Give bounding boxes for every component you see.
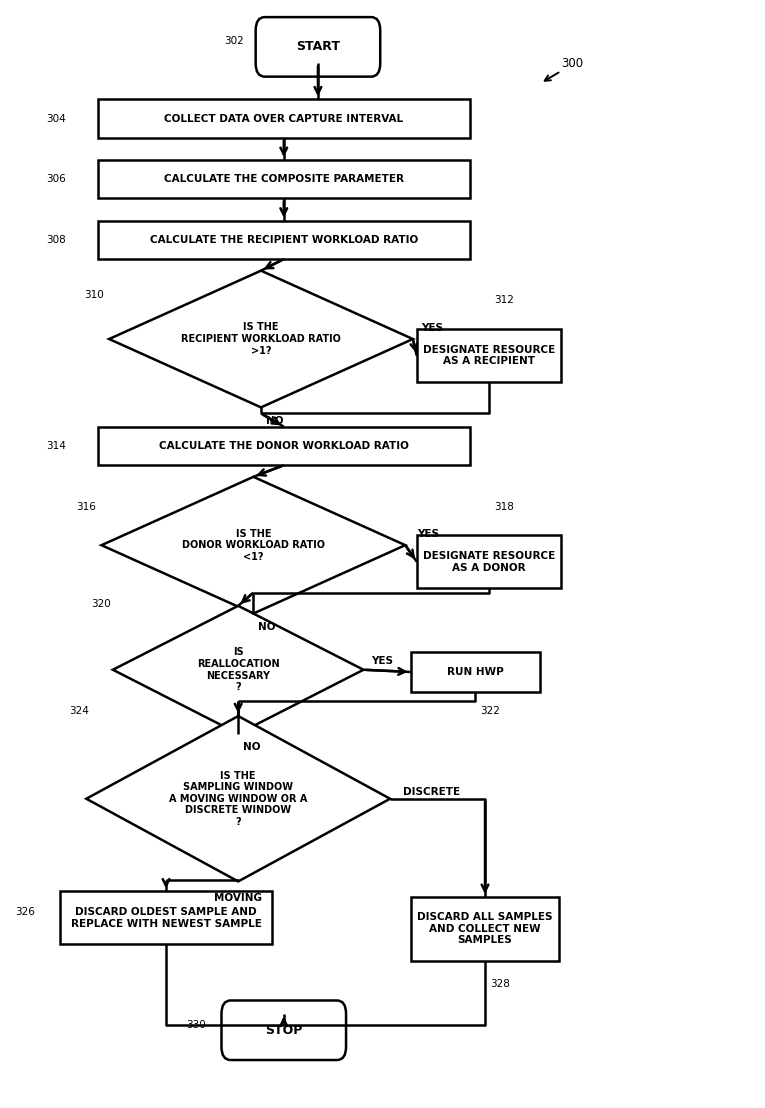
Text: 306: 306 (46, 174, 66, 184)
FancyBboxPatch shape (222, 1001, 346, 1060)
Text: 302: 302 (225, 37, 244, 47)
Text: STOP: STOP (265, 1024, 302, 1037)
Text: 316: 316 (76, 502, 96, 512)
Bar (98, 160, 470, 198)
Text: CALCULATE THE RECIPIENT WORKLOAD RATIO: CALCULATE THE RECIPIENT WORKLOAD RATIO (150, 235, 418, 245)
Text: NO: NO (266, 416, 283, 425)
Polygon shape (86, 716, 390, 882)
Text: YES: YES (417, 530, 439, 540)
Text: 300: 300 (562, 57, 584, 70)
Bar (60, 891, 272, 944)
Text: 326: 326 (15, 907, 35, 917)
Bar (411, 653, 539, 691)
Text: DISCARD OLDEST SAMPLE AND
REPLACE WITH NEWEST SAMPLE: DISCARD OLDEST SAMPLE AND REPLACE WITH N… (70, 907, 262, 929)
Text: DESIGNATE RESOURCE
AS A DONOR: DESIGNATE RESOURCE AS A DONOR (423, 551, 555, 573)
Text: 324: 324 (69, 706, 89, 716)
Text: 330: 330 (187, 1019, 207, 1029)
Text: CALCULATE THE DONOR WORKLOAD RATIO: CALCULATE THE DONOR WORKLOAD RATIO (159, 441, 409, 451)
Text: CALCULATE THE COMPOSITE PARAMETER: CALCULATE THE COMPOSITE PARAMETER (164, 174, 404, 184)
Text: 310: 310 (84, 290, 104, 300)
Text: DESIGNATE RESOURCE
AS A RECIPIENT: DESIGNATE RESOURCE AS A RECIPIENT (423, 345, 555, 367)
Text: MOVING: MOVING (214, 893, 262, 903)
FancyBboxPatch shape (256, 17, 380, 76)
Text: 304: 304 (46, 113, 66, 123)
Polygon shape (102, 476, 405, 614)
Text: IS THE
SAMPLING WINDOW
A MOVING WINDOW OR A
DISCRETE WINDOW
?: IS THE SAMPLING WINDOW A MOVING WINDOW O… (169, 770, 308, 827)
Bar (98, 427, 470, 465)
Text: 328: 328 (490, 979, 510, 989)
Bar (411, 896, 559, 961)
Text: IS
REALLOCATION
NECESSARY
?: IS REALLOCATION NECESSARY ? (197, 647, 279, 692)
Bar (417, 535, 561, 588)
Text: 308: 308 (46, 235, 66, 245)
Text: IS THE
DONOR WORKLOAD RATIO
<1?: IS THE DONOR WORKLOAD RATIO <1? (182, 529, 325, 562)
Polygon shape (109, 270, 413, 408)
Bar (98, 220, 470, 259)
Text: DISCRETE: DISCRETE (403, 787, 461, 797)
Text: YES: YES (421, 324, 443, 334)
Polygon shape (113, 606, 363, 733)
Text: IS THE
RECIPIENT WORKLOAD RATIO
>1?: IS THE RECIPIENT WORKLOAD RATIO >1? (181, 322, 341, 356)
Text: 312: 312 (494, 296, 514, 306)
Bar (98, 100, 470, 137)
Text: 318: 318 (494, 502, 514, 512)
Bar (417, 329, 561, 382)
Text: 314: 314 (46, 441, 66, 451)
Text: 320: 320 (92, 598, 112, 608)
Text: START: START (296, 40, 340, 53)
Text: RUN HWP: RUN HWP (447, 667, 503, 677)
Text: YES: YES (372, 656, 393, 666)
Text: DISCARD ALL SAMPLES
AND COLLECT NEW
SAMPLES: DISCARD ALL SAMPLES AND COLLECT NEW SAMP… (417, 912, 553, 945)
Text: NO: NO (243, 742, 261, 752)
Text: COLLECT DATA OVER CAPTURE INTERVAL: COLLECT DATA OVER CAPTURE INTERVAL (164, 113, 403, 123)
Text: NO: NO (259, 622, 276, 632)
Text: 322: 322 (480, 706, 500, 716)
